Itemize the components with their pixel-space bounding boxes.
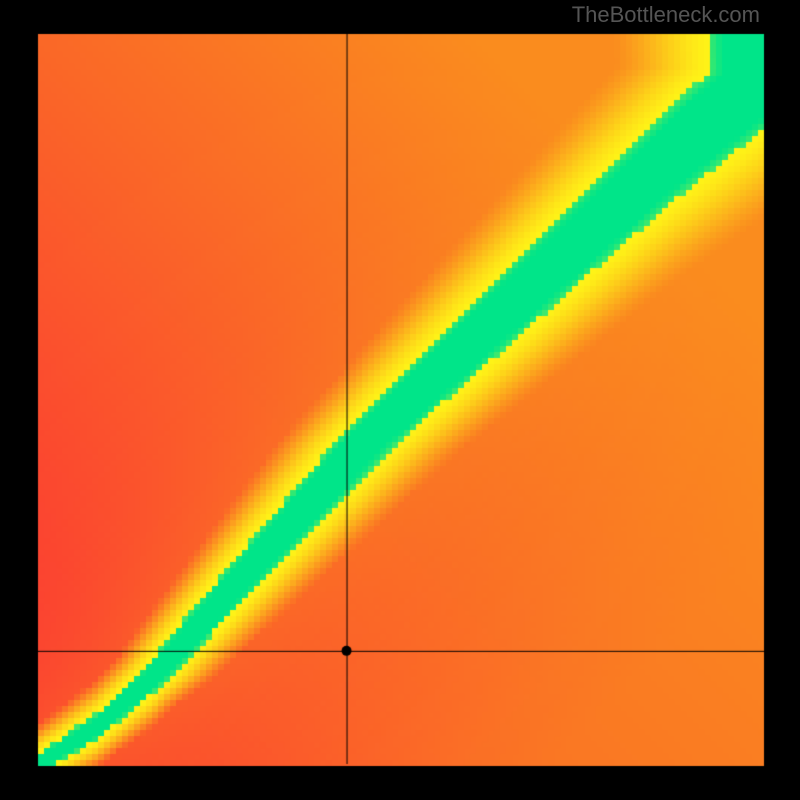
watermark-text: TheBottleneck.com <box>572 2 760 28</box>
bottleneck-heatmap-canvas <box>0 0 800 800</box>
